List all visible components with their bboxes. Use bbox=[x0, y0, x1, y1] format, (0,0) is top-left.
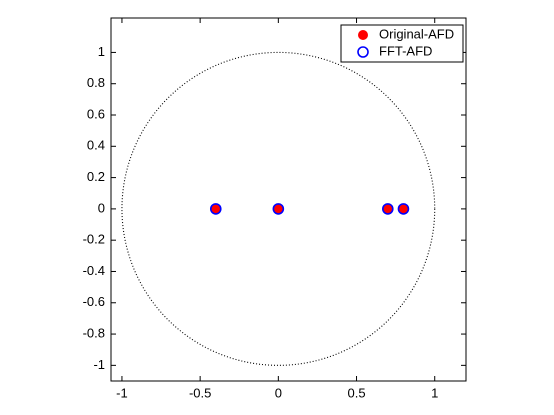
legend-label: Original-AFD bbox=[379, 26, 454, 41]
legend-label: FFT-AFD bbox=[379, 43, 432, 58]
y-tick-label: 0.6 bbox=[87, 106, 105, 121]
y-tick-label: 0.2 bbox=[87, 169, 105, 184]
y-tick-label: -1 bbox=[93, 357, 105, 372]
legend-marker bbox=[357, 46, 369, 58]
point bbox=[382, 203, 394, 215]
y-tick-label: 0.4 bbox=[87, 138, 105, 153]
x-tick-label: 1 bbox=[431, 385, 438, 400]
point bbox=[209, 203, 222, 215]
y-tick-label: -0.4 bbox=[83, 263, 105, 278]
point bbox=[397, 203, 410, 215]
point bbox=[211, 204, 221, 214]
legend-box bbox=[340, 24, 464, 63]
point bbox=[383, 204, 393, 214]
legend: Original-AFD FFT-AFD bbox=[340, 24, 464, 63]
y-tick-label: -0.8 bbox=[83, 325, 105, 340]
x-tick-label: 0 bbox=[275, 385, 282, 400]
x-tick-label: -0.5 bbox=[189, 385, 211, 400]
legend-marker bbox=[358, 30, 368, 40]
point bbox=[273, 204, 283, 214]
plot-frame bbox=[110, 17, 467, 382]
point bbox=[272, 203, 285, 215]
y-tick-label: 1 bbox=[98, 44, 105, 59]
y-tick-label: 0.8 bbox=[87, 75, 105, 90]
y-tick-label: -0.2 bbox=[83, 232, 105, 247]
x-tick-label: 0.5 bbox=[347, 385, 365, 400]
point bbox=[398, 204, 408, 214]
y-tick-label: -0.6 bbox=[83, 294, 105, 309]
y-tick-label: 0 bbox=[98, 200, 105, 215]
x-tick-label: -1 bbox=[116, 385, 128, 400]
